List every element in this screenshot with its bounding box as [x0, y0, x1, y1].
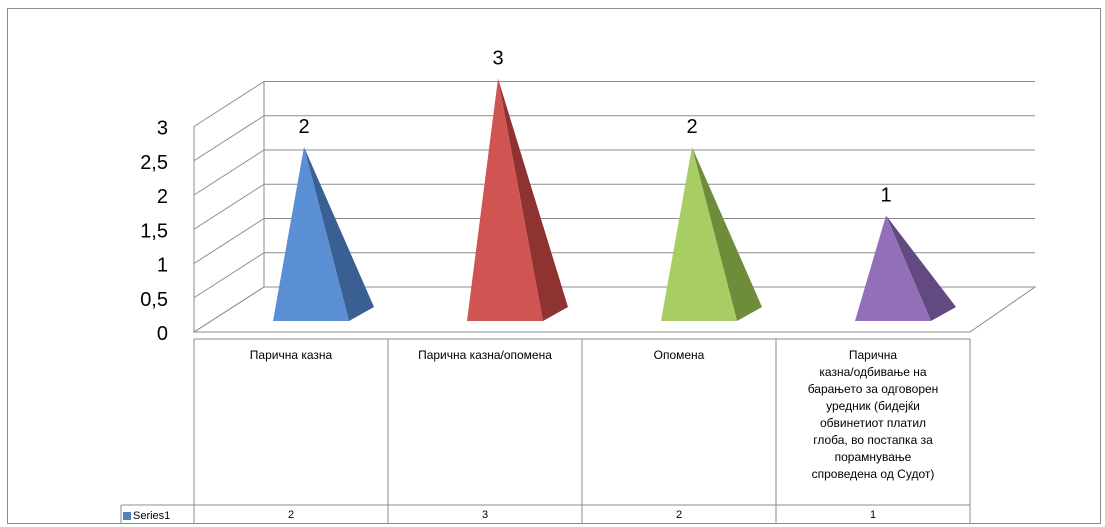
pyramid-side: [304, 147, 374, 321]
x-category-label-line: барањето за одговорен: [807, 382, 939, 396]
x-category-label: Парична казна: [194, 347, 388, 364]
x-category-label-line: Парична казна/опомена: [418, 348, 552, 362]
y-tick-label: 2: [157, 186, 168, 208]
gridline-side: [193, 183, 265, 230]
x-category-label-line: Парична: [848, 348, 898, 362]
pyramid-bar: [273, 147, 349, 321]
chart-floor: [192, 286, 1037, 333]
x-category-label: Парична казна/одбивање на барањето за одго…: [776, 347, 970, 483]
x-category-label-line: уредник (бидејќи: [826, 399, 920, 413]
table-value-cell: 2: [287, 509, 295, 521]
legend-label: Series1: [133, 510, 171, 522]
legend-key-icon: [123, 512, 131, 520]
table-value-cell: 2: [675, 509, 683, 521]
pyramid-bar: [855, 215, 931, 321]
x-category-label-line: обвинетиот платил: [819, 416, 927, 430]
x-category-label-line: порамнување: [834, 450, 912, 464]
x-category-label-line: Опомена: [653, 348, 705, 362]
y-tick-label: 3: [157, 118, 168, 140]
pyramid-side: [498, 78, 568, 321]
x-category-label-line: спроведена од Судот): [811, 467, 935, 481]
x-category-label: Парична казна/опомена: [388, 347, 582, 364]
x-category-label-line: Парична казна: [249, 348, 333, 362]
y-tick-label: 2,5: [140, 152, 168, 174]
data-label: 1: [880, 185, 891, 207]
y-tick-label: 0: [157, 323, 168, 345]
pyramid-bar: [467, 78, 543, 321]
legend-series1: Series1: [123, 510, 170, 522]
gridline-side: [193, 252, 265, 299]
data-label: 2: [298, 116, 309, 138]
pyramid-side: [886, 215, 956, 321]
y-tick-label: 1: [157, 255, 168, 277]
x-category-label-line: казна/одбивање на: [819, 365, 927, 379]
gridline-side: [193, 218, 265, 264]
gridline-side: [193, 115, 265, 162]
y-tick-label: 0,5: [140, 289, 168, 311]
table-value-cell: 1: [869, 509, 877, 521]
pyramid-side: [692, 147, 762, 321]
gridline-side: [193, 149, 265, 196]
data-label: 3: [492, 48, 503, 70]
y-tick-label: 1,5: [140, 220, 168, 242]
data-label: 2: [686, 116, 697, 138]
table-value-cell: 3: [481, 509, 489, 521]
x-category-label: Опомена: [582, 347, 776, 364]
x-category-label-line: глоба, во постапка за: [813, 433, 933, 447]
pyramid-bar: [661, 147, 737, 321]
gridline-side: [193, 81, 265, 127]
